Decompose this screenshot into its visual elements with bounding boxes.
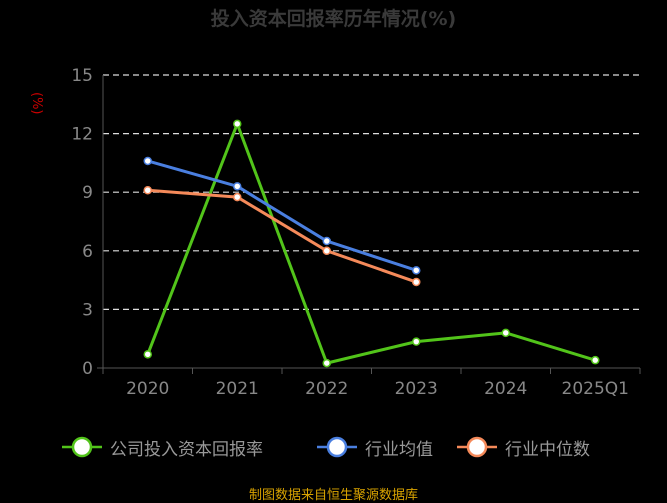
data-point bbox=[233, 192, 242, 202]
legend-marker-icon bbox=[317, 436, 357, 458]
x-tick-label: 2023 bbox=[395, 379, 438, 399]
series-line-1 bbox=[147, 159, 417, 272]
data-point bbox=[322, 236, 331, 246]
x-tick-label: 2021 bbox=[216, 379, 259, 399]
data-point bbox=[501, 328, 510, 338]
legend-item[interactable]: 公司投入资本回报率 bbox=[60, 434, 263, 460]
x-tick-label: 2022 bbox=[305, 379, 348, 399]
data-point bbox=[143, 156, 152, 166]
data-point bbox=[322, 358, 331, 368]
legend-marker-icon bbox=[457, 436, 497, 458]
data-point bbox=[412, 266, 421, 275]
x-tick-label: 2020 bbox=[126, 379, 169, 399]
legend: 公司投入资本回报率 行业均值 行业中位数 bbox=[0, 434, 667, 460]
source-note: 制图数据来自恒生聚源数据库 bbox=[248, 488, 418, 503]
y-tick-label: 9 bbox=[82, 183, 93, 203]
chart-title: 投入资本回报率历年情况(%) bbox=[210, 8, 457, 30]
legend-label: 行业中位数 bbox=[505, 439, 590, 460]
y-tick-label: 15 bbox=[71, 66, 93, 86]
legend-item[interactable]: 行业中位数 bbox=[455, 434, 590, 460]
legend-item[interactable]: 行业均值 bbox=[315, 434, 433, 460]
legend-label: 行业均值 bbox=[365, 439, 433, 460]
x-tick-label: 2024 bbox=[484, 379, 527, 399]
data-point bbox=[591, 355, 600, 365]
series-line-2 bbox=[147, 188, 417, 284]
data-point bbox=[143, 350, 152, 359]
legend-label: 公司投入资本回报率 bbox=[110, 439, 263, 460]
data-point bbox=[233, 119, 242, 129]
data-point bbox=[322, 246, 331, 256]
data-point bbox=[143, 185, 152, 195]
y-tick-label: 3 bbox=[82, 300, 93, 320]
y-tick-label: 12 bbox=[71, 125, 93, 145]
y-tick-label: 0 bbox=[82, 359, 93, 379]
y-axis-label: (%) bbox=[29, 92, 44, 115]
legend-marker-icon bbox=[62, 436, 102, 458]
y-tick-label: 6 bbox=[82, 242, 93, 262]
data-point bbox=[412, 337, 421, 346]
data-point bbox=[412, 277, 421, 287]
series-line-0 bbox=[146, 122, 596, 365]
data-point bbox=[233, 182, 242, 191]
x-tick-label: 2025Q1 bbox=[562, 379, 629, 399]
